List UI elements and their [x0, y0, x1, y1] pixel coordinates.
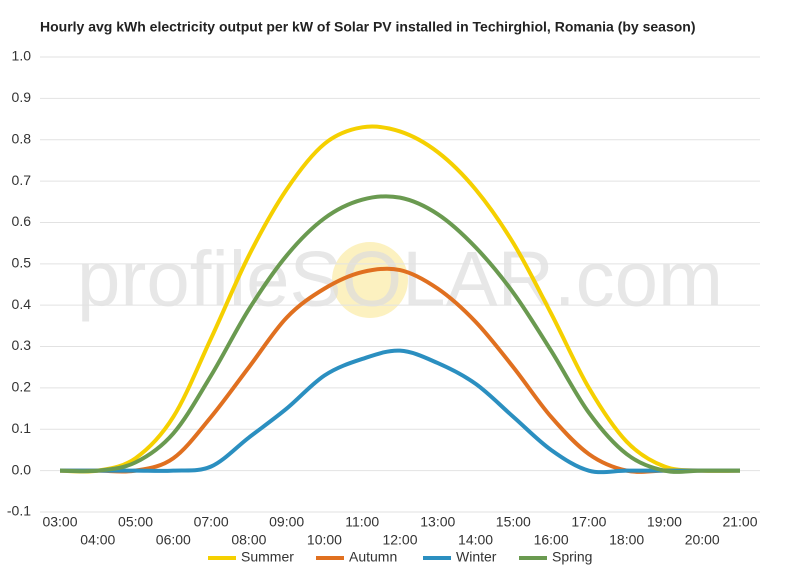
- series-line: [59, 194, 740, 474]
- x-tick-label: 11:00: [345, 514, 379, 530]
- y-tick-label: 0.3: [12, 337, 32, 353]
- x-tick-label: 10:00: [307, 532, 342, 548]
- y-tick-label: 0.9: [12, 89, 32, 105]
- legend-label: Autumn: [349, 549, 397, 565]
- x-tick-label: 04:00: [80, 532, 115, 548]
- series-line: [59, 124, 741, 474]
- watermark-sun: [332, 242, 408, 318]
- y-tick-label: 0.1: [12, 420, 32, 436]
- x-tick-label: 12:00: [382, 532, 417, 548]
- x-tick-label: 07:00: [194, 514, 229, 530]
- x-tick-label: 06:00: [156, 532, 191, 548]
- legend-label: Winter: [456, 549, 497, 565]
- y-tick-label: 0.7: [12, 172, 32, 188]
- watermark: profileSOLAR.com: [77, 235, 723, 323]
- y-tick-label: 1.0: [12, 48, 32, 64]
- x-tick-label: 05:00: [118, 514, 153, 530]
- y-tick-label: -0.1: [7, 503, 31, 519]
- x-tick-label: 17:00: [571, 514, 606, 530]
- x-tick-label: 16:00: [534, 532, 569, 548]
- legend-label: Summer: [241, 549, 294, 565]
- x-tick-label: 13:00: [420, 514, 455, 530]
- series-line: [59, 348, 740, 475]
- chart-title: Hourly avg kWh electricity output per kW…: [40, 19, 696, 35]
- x-tick-label: 14:00: [458, 532, 493, 548]
- x-tick-label: 09:00: [269, 514, 304, 530]
- y-tick-label: 0.2: [12, 379, 32, 395]
- x-tick-label: 15:00: [496, 514, 531, 530]
- y-tick-label: 0.5: [12, 255, 32, 271]
- y-tick-label: 0.4: [12, 296, 32, 312]
- x-tick-label: 19:00: [647, 514, 682, 530]
- x-tick-label: 21:00: [722, 514, 757, 530]
- y-tick-label: 0.8: [12, 130, 32, 146]
- y-tick-label: 0.6: [12, 213, 32, 229]
- x-tick-label: 08:00: [231, 532, 266, 548]
- y-tick-label: 0.0: [12, 461, 32, 477]
- legend-label: Spring: [552, 549, 592, 565]
- x-tick-label: 18:00: [609, 532, 644, 548]
- x-tick-label: 20:00: [685, 532, 720, 548]
- x-tick-label: 03:00: [42, 514, 77, 530]
